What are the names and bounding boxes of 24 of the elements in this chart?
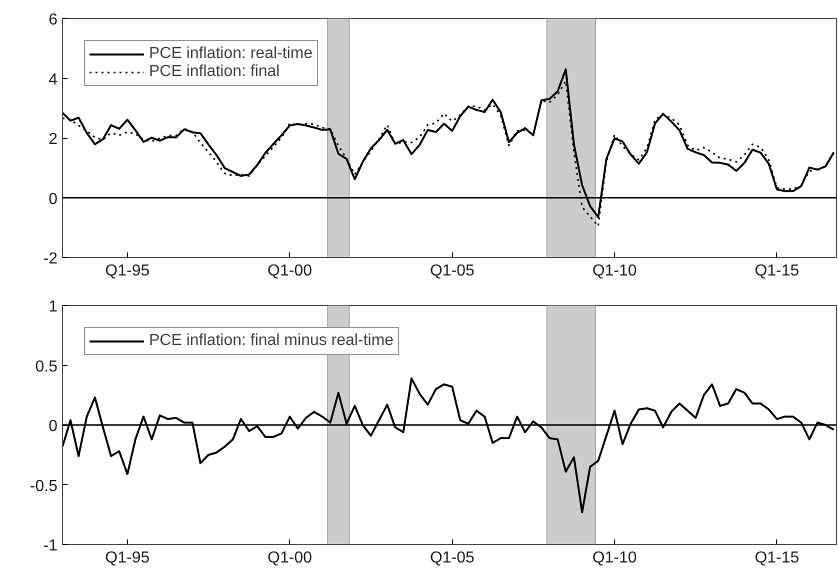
y-tick-label: -0.5 (30, 478, 58, 495)
y-tick-label: -1 (43, 538, 58, 554)
x-tick-label: Q1-05 (430, 262, 475, 280)
x-tick-label: Q1-95 (105, 550, 150, 566)
legend-label: PCE inflation: final (149, 63, 280, 81)
y-tick-label: 0.5 (35, 358, 58, 376)
y-tick-label: 4 (48, 71, 58, 88)
x-tick-label: Q1-00 (268, 550, 312, 566)
y-tick-label: 1 (48, 298, 58, 316)
y-tick-label: 2 (48, 131, 58, 148)
x-tick-label: Q1-10 (592, 550, 637, 566)
legend-label: PCE inflation: final minus real-time (149, 332, 394, 350)
x-tick-label: Q1-15 (754, 550, 800, 566)
x-tick-label: Q1-00 (268, 262, 312, 280)
x-tick-label: Q1-10 (592, 262, 637, 280)
x-tick-label: Q1-05 (430, 550, 475, 566)
x-tick-label: Q1-15 (754, 262, 800, 280)
y-tick-label: 0 (48, 190, 58, 208)
y-tick-label: 0 (48, 418, 58, 435)
line-series (62, 377, 835, 514)
y-tick-label: -2 (43, 250, 58, 268)
x-tick-label: Q1-95 (105, 262, 150, 280)
y-tick-label: 6 (48, 12, 58, 28)
legend-label: PCE inflation: real-time (149, 45, 313, 63)
